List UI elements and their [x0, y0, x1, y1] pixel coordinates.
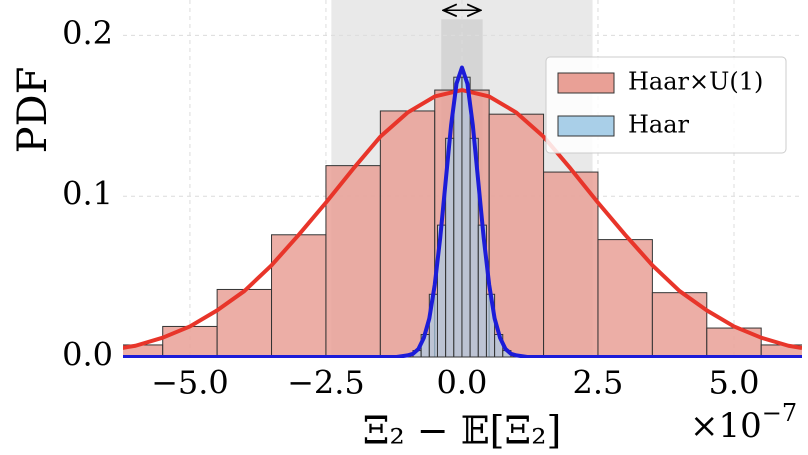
- histogram-bar: [543, 171, 599, 358]
- y-tick-label: 0.1: [62, 175, 113, 213]
- x-tick-label: −5.0: [151, 364, 229, 402]
- histogram-bar: [271, 234, 327, 358]
- legend-swatch: [557, 115, 615, 137]
- histogram-bar: [488, 113, 545, 358]
- histogram-bar: [453, 76, 463, 358]
- histogram-bar: [216, 288, 273, 358]
- x-offset-base: ×10: [690, 406, 762, 446]
- histogram-bar: [597, 239, 653, 358]
- y-tick-label: 0.2: [62, 14, 113, 52]
- x-tick-label: −2.5: [287, 364, 365, 402]
- x-offset: ×10−7: [690, 399, 797, 447]
- x-tick-label: 5.0: [709, 364, 760, 402]
- histogram-bar: [379, 110, 436, 358]
- y-axis-label: PDF: [10, 67, 56, 154]
- histogram-bar: [325, 165, 381, 358]
- legend-label: Haar×U(1): [628, 68, 763, 96]
- fit-curve: [123, 65, 802, 358]
- legend-swatch: [557, 72, 615, 94]
- y-tick-label: 0.0: [62, 336, 113, 374]
- histogram-bar: [461, 76, 471, 358]
- x-tick-label: 0.0: [437, 364, 488, 402]
- fit-curve: [123, 88, 802, 350]
- legend-label: Haar: [628, 111, 690, 139]
- x-tick-label: 2.5: [573, 364, 624, 402]
- plot-area: [123, 0, 802, 358]
- histogram-bar: [162, 325, 218, 358]
- x-axis-label: Ξ₂ − 𝔼[Ξ₂]: [363, 409, 562, 453]
- x-offset-exponent: −7: [762, 399, 797, 427]
- foreground: 0.0 0.1 0.2 −5.0 −2.5 0.0 2.5 5.0 Haar×U(1) Haar: [62, 10, 787, 402]
